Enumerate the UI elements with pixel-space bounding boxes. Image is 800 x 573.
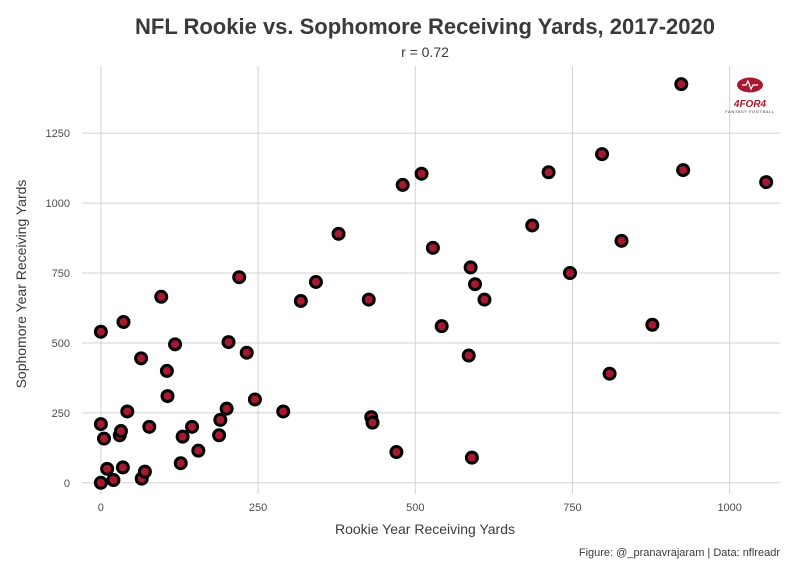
data-point xyxy=(106,473,121,488)
data-point xyxy=(115,460,130,475)
data-point xyxy=(191,443,206,458)
data-point xyxy=(93,324,108,339)
gridlines xyxy=(82,66,780,494)
data-point xyxy=(173,456,188,471)
y-axis-title: Sophomore Year Receiving Yards xyxy=(13,180,29,389)
data-point xyxy=(464,450,479,465)
data-point xyxy=(361,292,376,307)
data-point xyxy=(525,218,540,233)
data-point xyxy=(213,412,228,427)
x-tick-label: 500 xyxy=(406,502,424,514)
y-tick-label: 500 xyxy=(52,338,70,350)
y-tick-label: 250 xyxy=(52,408,70,420)
x-tick-labels: 0 250 500 750 1000 xyxy=(98,502,742,514)
data-point xyxy=(142,419,157,434)
data-point xyxy=(676,163,691,178)
data-point xyxy=(175,429,190,444)
data-point xyxy=(221,335,236,350)
data-point xyxy=(562,266,577,281)
x-tick-label: 250 xyxy=(249,502,267,514)
data-points xyxy=(93,77,774,490)
data-point xyxy=(120,404,135,419)
data-point xyxy=(365,415,380,430)
x-axis-title: Rookie Year Receiving Yards xyxy=(335,521,515,537)
data-point xyxy=(276,404,291,419)
data-point xyxy=(93,417,108,432)
data-point xyxy=(100,461,115,476)
data-point xyxy=(425,240,440,255)
data-point xyxy=(247,392,262,407)
y-tick-label: 1000 xyxy=(46,198,70,210)
data-point xyxy=(434,319,449,334)
data-point xyxy=(414,166,429,181)
y-tick-label: 750 xyxy=(52,268,70,280)
data-point xyxy=(134,351,149,366)
data-point xyxy=(389,445,404,460)
data-point xyxy=(154,289,169,304)
data-point xyxy=(116,314,131,329)
logo: 4FOR4 FANTASY FOOTBALL xyxy=(725,77,775,114)
data-point xyxy=(463,260,478,275)
data-point xyxy=(159,363,174,378)
data-point xyxy=(113,424,128,439)
data-point xyxy=(595,147,610,162)
data-point xyxy=(232,270,247,285)
data-point xyxy=(602,366,617,381)
data-point xyxy=(93,475,108,490)
data-point xyxy=(308,274,323,289)
chart-subtitle: r = 0.72 xyxy=(401,44,449,60)
data-point xyxy=(185,419,200,434)
data-point xyxy=(541,165,556,180)
y-tick-label: 0 xyxy=(64,478,70,490)
x-tick-label: 1000 xyxy=(717,502,741,514)
data-point xyxy=(219,401,234,416)
data-point xyxy=(331,226,346,241)
data-point xyxy=(468,277,483,292)
data-point xyxy=(759,175,774,190)
y-tick-labels: 0 250 500 750 1000 1250 xyxy=(46,128,70,490)
data-point xyxy=(160,389,175,404)
logo-subtext: FANTASY FOOTBALL xyxy=(725,109,775,114)
data-point xyxy=(97,431,112,446)
data-point xyxy=(293,293,308,308)
data-point xyxy=(461,348,476,363)
data-point xyxy=(645,317,660,332)
data-point xyxy=(168,337,183,352)
chart-caption: Figure: @_pranavrajaram | Data: nflreadr xyxy=(579,547,780,559)
x-tick-label: 750 xyxy=(563,502,581,514)
x-tick-label: 0 xyxy=(98,502,104,514)
football-icon xyxy=(737,77,763,93)
data-point xyxy=(239,345,254,360)
data-point xyxy=(395,177,410,192)
data-point xyxy=(614,233,629,248)
data-point xyxy=(477,292,492,307)
chart-title: NFL Rookie vs. Sophomore Receiving Yards… xyxy=(135,14,715,39)
y-tick-label: 1250 xyxy=(46,128,70,140)
data-point xyxy=(212,428,227,443)
logo-text: 4FOR4 xyxy=(733,99,767,110)
data-point xyxy=(674,77,689,92)
data-point xyxy=(137,464,152,479)
